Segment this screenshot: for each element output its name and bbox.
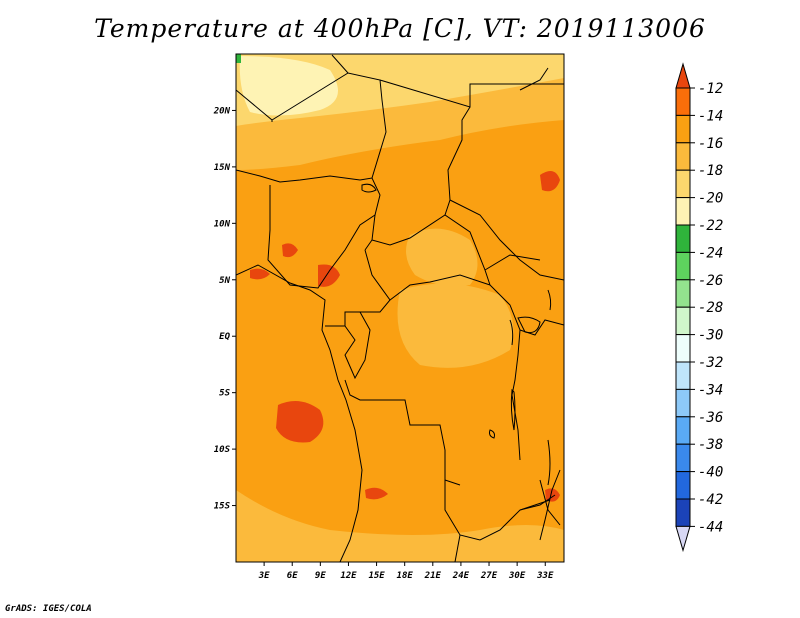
colorbar-label-1: -14 (698, 108, 723, 124)
lake-mweru (489, 429, 495, 439)
field-hot-7 (545, 488, 560, 502)
colorbar-label-8: -28 (698, 300, 723, 316)
boundary-drc-west (344, 379, 461, 486)
colorbar-label-10: -32 (698, 355, 723, 371)
field-hot-1 (276, 401, 324, 443)
lat-tick-label-10N: 10N (214, 219, 231, 229)
field-sahara-pale (239, 56, 338, 116)
lake-tanganyika (510, 388, 516, 431)
credit-label: GrADS: IGES/COLA (5, 604, 92, 614)
coastline-red-sea (519, 67, 549, 91)
lon-tick-label-33E: 33E (536, 571, 554, 581)
lon-tick-label-3E: 3E (258, 571, 270, 581)
lat-tick-label-15N: 15N (214, 163, 231, 173)
lon-tick-label-30E: 30E (508, 571, 526, 581)
field-hot-5 (540, 171, 560, 192)
colorbar-label-0: -12 (698, 81, 723, 97)
colorbar-box-0 (675, 87, 691, 116)
boundary-nigeria (267, 185, 376, 289)
field-green-corner (236, 54, 241, 63)
coastline-west (236, 264, 363, 562)
colorbar-label-4: -20 (698, 191, 723, 207)
field-hot-2 (318, 264, 340, 287)
colorbar-box-5 (675, 224, 691, 253)
colorbar-label-9: -30 (698, 328, 723, 344)
colorbar-box-15 (675, 498, 691, 527)
longitude-axis: 3E 6E 9E 12E 15E 18E 21E 24E 27E 30E 33E (258, 562, 554, 581)
lake-turkana (547, 289, 552, 311)
lake-victoria (517, 316, 541, 333)
lat-tick-label-15S: 15S (214, 502, 231, 512)
boundary-chad-sudan (444, 106, 471, 216)
colorbar-label-3: -18 (698, 163, 723, 179)
lat-tick-label-EQ: EQ (219, 332, 230, 342)
boundary-north-4 (379, 79, 564, 108)
colorbar-box-12 (675, 416, 691, 445)
colorbar-box-10 (675, 361, 691, 390)
boundary-south-sudan (484, 254, 541, 271)
colorbar-label-11: -34 (698, 382, 723, 398)
colorbar-label-12: -36 (698, 410, 723, 426)
lon-tick-label-21E: 21E (424, 571, 442, 581)
lat-tick-label-5S: 5S (219, 389, 230, 399)
colorbar-label-6: -24 (698, 245, 723, 261)
map-frame (235, 53, 565, 563)
lake-chad (361, 183, 377, 193)
colorbar-label-7: -26 (698, 273, 723, 289)
colorbar-box-14 (675, 471, 691, 500)
colorbar-label-5: -22 (698, 218, 723, 234)
colorbar-box-2 (675, 142, 691, 171)
lake-albert (509, 319, 514, 346)
colorbar-box-7 (675, 279, 691, 308)
boundary-zambia-south (454, 534, 461, 562)
colorbar-top-arrow (675, 62, 691, 89)
field-central-pale-2 (397, 283, 514, 368)
boundary-north-3 (331, 54, 349, 74)
colorbar-box-1 (675, 114, 691, 144)
boundary-malawi (539, 479, 561, 526)
boundary-congo (344, 311, 371, 380)
lon-tick-label-24E: 24E (452, 571, 470, 581)
lat-tick-label-10S: 10S (214, 445, 231, 455)
boundary-ethiopia (449, 199, 564, 281)
colorbar-bottom-arrow (675, 525, 691, 553)
lon-tick-label-27E: 27E (480, 571, 498, 581)
lon-tick-label-15E: 15E (368, 571, 385, 581)
lake-malawi (547, 439, 551, 486)
colorbar-box-13 (675, 443, 691, 473)
colorbar-box-11 (675, 388, 691, 418)
coastline-se (539, 469, 561, 541)
boundaries (236, 54, 564, 562)
boundary-drc-east (489, 284, 521, 461)
lon-tick-label-9E: 9E (315, 571, 326, 581)
latitude-axis: 20N 15N 10N 5N EQ 5S 10S 15S (213, 106, 236, 512)
colorbar-box-3 (675, 169, 691, 199)
lat-tick-label-20N: 20N (213, 106, 231, 116)
field-hot-6 (365, 487, 388, 500)
lon-tick-label-6E: 6E (287, 571, 298, 581)
field-hot-3 (282, 243, 298, 258)
colorbar-box-4 (675, 197, 691, 226)
boundary-sahel (236, 169, 381, 216)
field-central-pale-1 (406, 228, 478, 287)
colorbar-box-9 (675, 334, 691, 363)
field-hot-4 (250, 268, 270, 280)
colorbar: -12 -14 -16 -18 -20 -22 -24 -26 -28 -30 -32 -34 -36 -… (675, 62, 723, 553)
boundary-car-south (389, 274, 491, 301)
chart-title: Temperature at 400hPa [C], VT: 201911300… (94, 14, 706, 43)
colorbar-box-8 (675, 306, 691, 336)
colorbar-label-15: -42 (698, 492, 723, 508)
lon-tick-label-12E: 12E (340, 571, 357, 581)
colorbar-label-16: -44 (698, 519, 723, 535)
lat-tick-label-5N: 5N (219, 276, 230, 286)
lon-tick-label-18E: 18E (397, 571, 414, 581)
colorbar-label-14: -40 (698, 465, 723, 481)
boundary-north-2 (271, 72, 387, 179)
field-sw-band (236, 490, 564, 562)
colorbar-box-6 (675, 251, 691, 281)
colorbar-label-2: -16 (698, 136, 723, 152)
colorbar-label-13: -38 (698, 437, 723, 453)
temperature-field (236, 54, 564, 562)
